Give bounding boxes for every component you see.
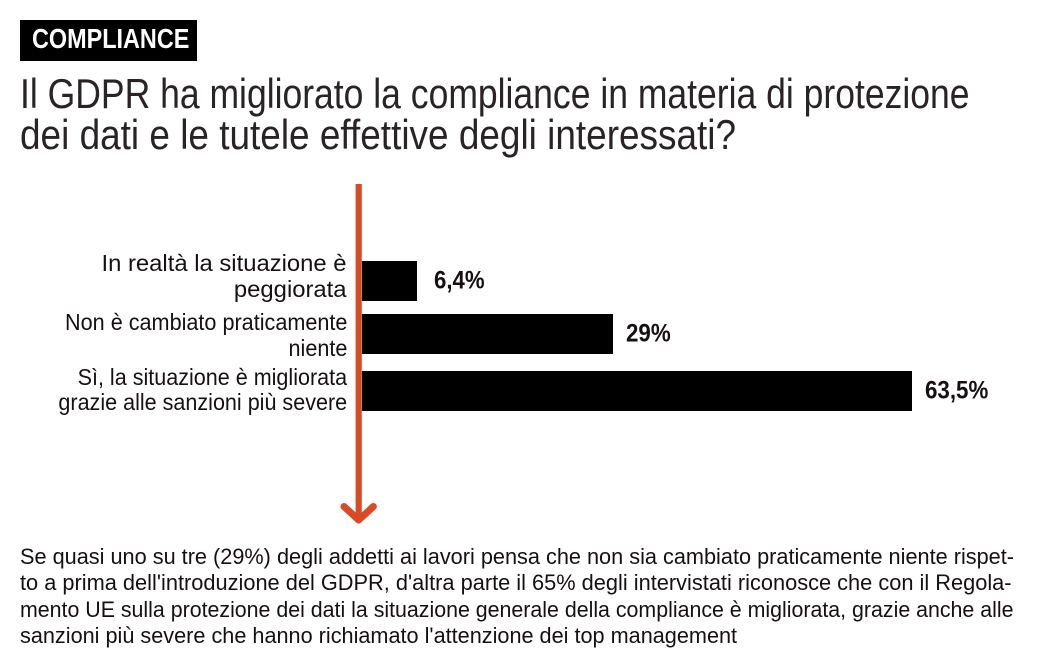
bar-segment: [362, 371, 912, 411]
chart-title: Il GDPR ha migliorato la compliance in m…: [20, 69, 1050, 159]
caption-line3: mento UE sulla protezione dei dati la si…: [20, 596, 1014, 622]
caption-line1: Se quasi uno su tre (29%) degli addetti …: [20, 544, 1015, 569]
value-label: 29%: [626, 319, 671, 348]
caption-paragraph: Se quasi uno su tre (29%) degli addetti …: [20, 544, 1050, 649]
value-label: 63,5%: [925, 376, 989, 405]
section-badge-label: COMPLIANCE: [32, 22, 190, 54]
category-label: Non è cambiato praticamente niente: [64, 309, 347, 361]
caption-line4: sanzioni più severe che hanno richiamato…: [20, 622, 738, 648]
caption-line2: to a prima dell'introduzione del GDPR, d…: [20, 570, 1012, 596]
category-label: In realtà la situazione è peggiorata: [101, 250, 347, 302]
bar-segment: [362, 260, 418, 301]
category-label: Sì, la situazione è migliorata grazie all…: [58, 363, 347, 415]
axis-down-arrow-icon: [340, 184, 377, 524]
chart-title-line1: Il GDPR ha migliorato la compliance in m…: [20, 69, 970, 117]
value-label: 6,4%: [434, 266, 485, 295]
section-badge: COMPLIANCE: [20, 20, 197, 61]
chart-title-line2: dei dati e le tutele effettive degli int…: [20, 111, 737, 159]
bar-segment: [362, 313, 614, 354]
